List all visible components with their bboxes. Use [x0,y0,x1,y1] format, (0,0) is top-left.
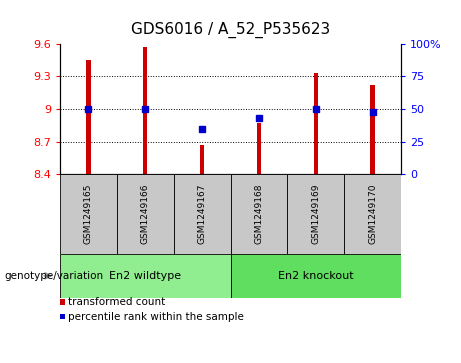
Text: GSM1249169: GSM1249169 [311,184,320,244]
Bar [174,174,230,254]
Text: GSM1249165: GSM1249165 [84,184,93,244]
Bar [313,73,318,174]
Bar [60,174,117,254]
Text: GSM1249170: GSM1249170 [368,184,377,244]
Bar [230,254,401,298]
Bar [370,85,375,174]
Bar [143,47,148,174]
Bar [60,314,65,319]
Bar [200,145,204,174]
Bar [117,174,174,254]
Bar [287,174,344,254]
Text: GSM1249168: GSM1249168 [254,184,263,244]
Bar [60,299,65,305]
Text: percentile rank within the sample: percentile rank within the sample [68,312,244,322]
Bar [86,60,91,174]
Text: En2 knockout: En2 knockout [278,271,354,281]
Text: genotype/variation: genotype/variation [5,271,104,281]
Bar [60,254,230,298]
Text: GDS6016 / A_52_P535623: GDS6016 / A_52_P535623 [131,22,330,38]
Bar [344,174,401,254]
Text: transformed count: transformed count [68,297,165,307]
Bar [257,123,261,174]
Text: GSM1249166: GSM1249166 [141,184,150,244]
Text: En2 wildtype: En2 wildtype [109,271,181,281]
Bar [230,174,287,254]
Text: GSM1249167: GSM1249167 [198,184,207,244]
